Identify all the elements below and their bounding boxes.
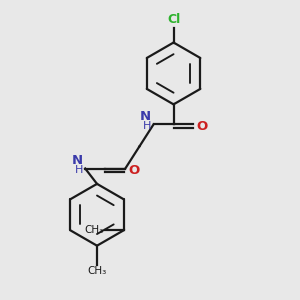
Text: CH₃: CH₃ [87,266,106,276]
Text: Cl: Cl [167,13,180,26]
Text: H: H [143,121,151,131]
Text: N: N [72,154,83,167]
Text: O: O [196,120,208,133]
Text: O: O [128,164,139,177]
Text: N: N [140,110,151,123]
Text: H: H [74,165,83,175]
Text: CH₃: CH₃ [84,225,103,235]
